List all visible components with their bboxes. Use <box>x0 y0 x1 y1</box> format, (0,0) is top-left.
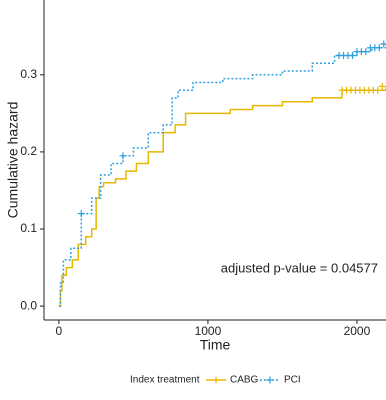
x-tick-label: 2000 <box>344 324 371 338</box>
censor-mark <box>375 44 383 52</box>
censor-mark <box>362 48 370 56</box>
y-tick-label: 0.0 <box>20 298 37 312</box>
legend-label: CABG <box>230 375 259 386</box>
annotation: adjusted p-value = 0.04577 <box>221 260 378 275</box>
censor-mark <box>119 152 127 160</box>
legend-label: PCI <box>284 375 301 386</box>
y-tick-label: 0.1 <box>20 221 37 235</box>
legend-marker <box>266 376 274 384</box>
legend-title: Index treatment <box>130 375 200 386</box>
x-tick-label: 0 <box>56 324 63 338</box>
y-tick-label: 0.3 <box>20 67 37 81</box>
censor-mark <box>380 40 386 48</box>
censor-mark <box>348 52 356 60</box>
legend-marker <box>212 376 220 384</box>
survival-line <box>58 43 386 307</box>
y-axis-label: Cumulative hazard <box>5 102 21 219</box>
x-axis-label: Time <box>200 337 231 353</box>
censor-mark <box>374 86 382 94</box>
y-tick-label: 0.2 <box>20 144 37 158</box>
censor-mark <box>378 82 386 90</box>
survival-line <box>58 86 386 307</box>
censor-mark <box>77 210 85 218</box>
x-tick-label: 1000 <box>195 324 222 338</box>
